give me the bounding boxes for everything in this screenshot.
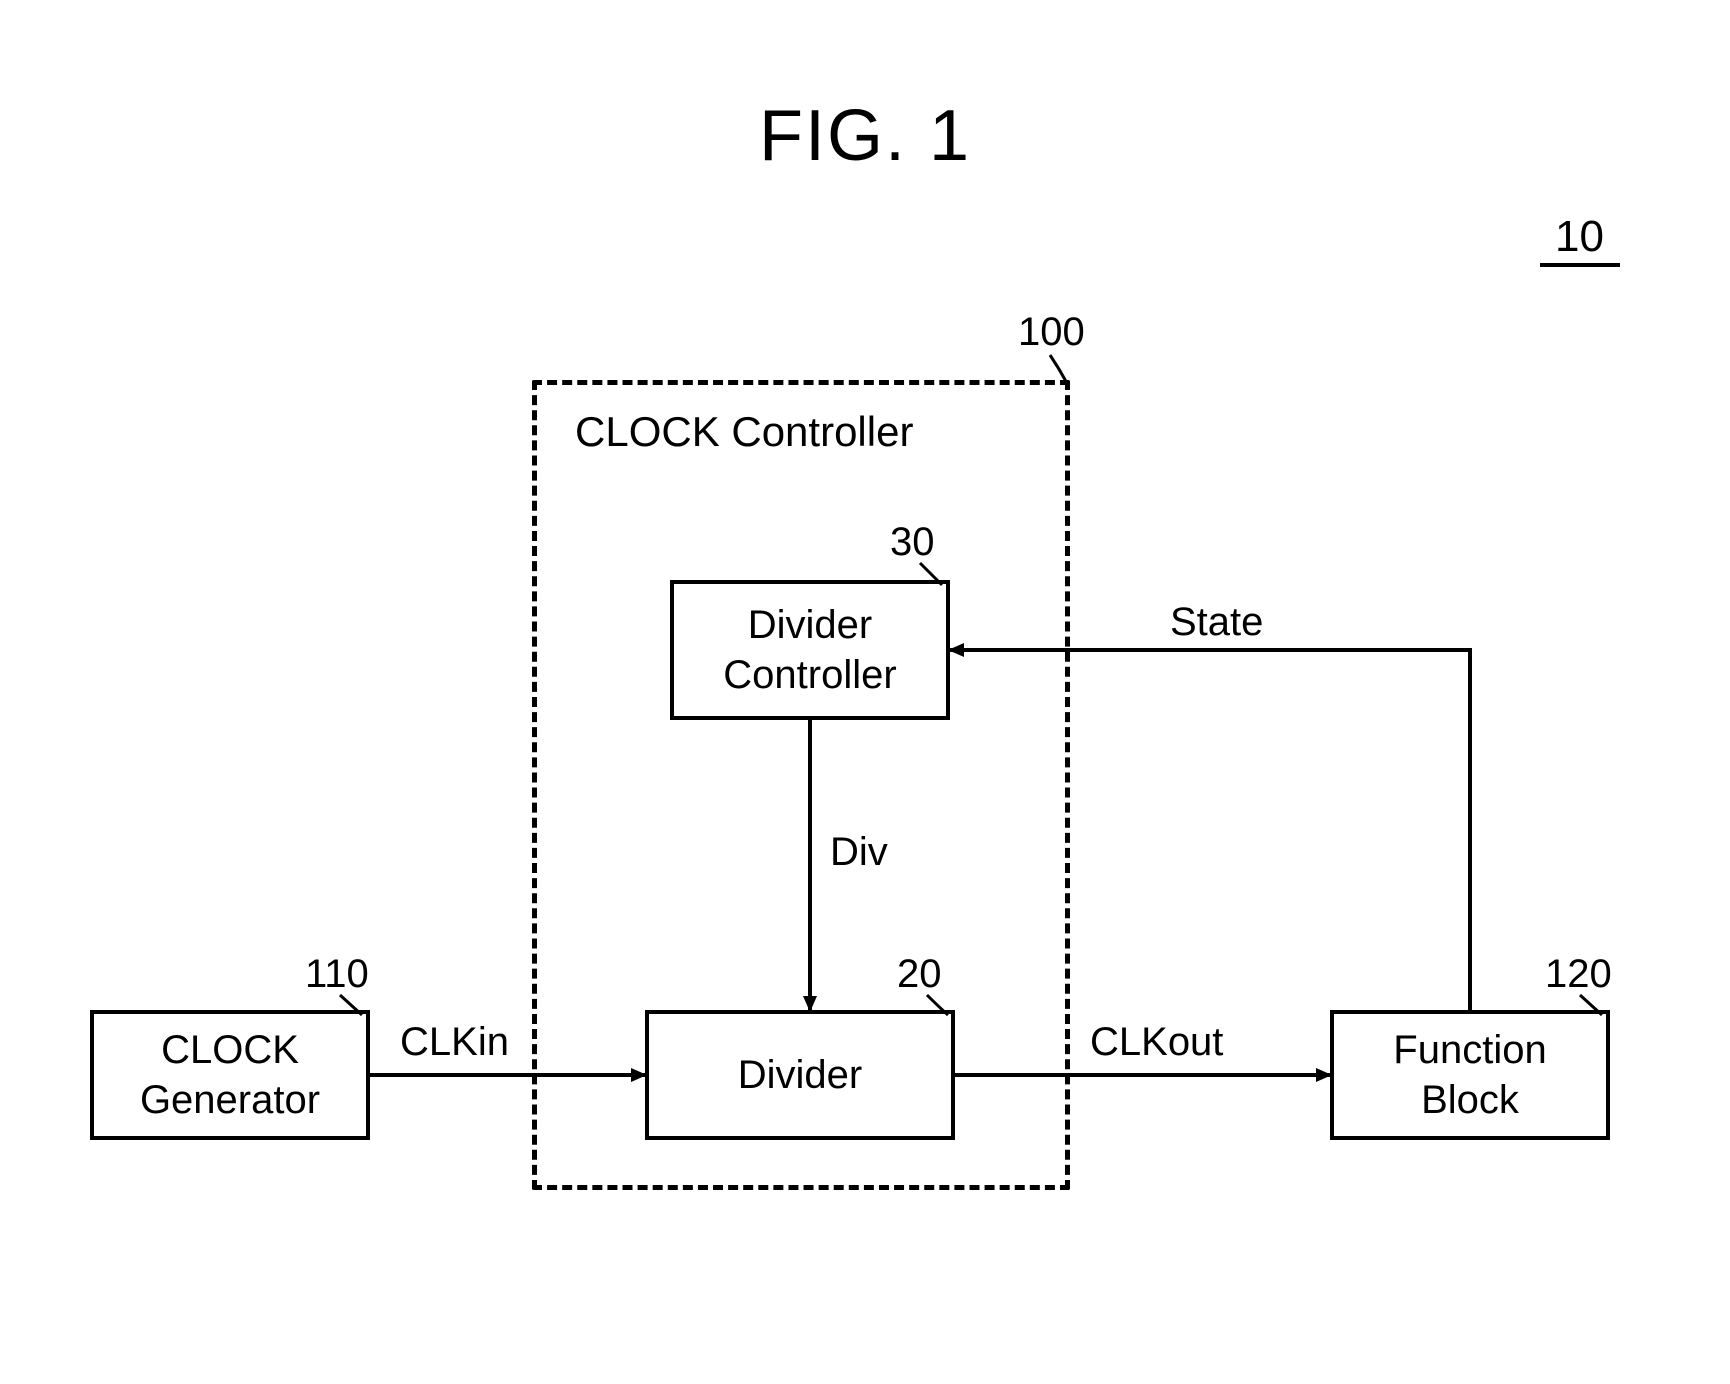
signal-div: Div — [830, 830, 888, 875]
clock-generator-line1: CLOCK — [140, 1025, 320, 1075]
divider-block: Divider — [645, 1010, 955, 1140]
figure-title: FIG. 1 — [0, 95, 1730, 177]
system-ref-number: 10 — [1555, 212, 1604, 262]
clock-generator-block: CLOCK Generator — [90, 1010, 370, 1140]
ref-30: 30 — [890, 520, 935, 565]
clock-controller-title: CLOCK Controller — [575, 408, 913, 456]
divider-text: Divider — [738, 1050, 862, 1100]
divider-controller-block: Divider Controller — [670, 580, 950, 720]
ref-100: 100 — [1018, 310, 1085, 355]
divider-controller-line2: Controller — [723, 650, 896, 700]
clock-generator-line2: Generator — [140, 1075, 320, 1125]
ref-120: 120 — [1545, 952, 1612, 997]
function-block-line2: Block — [1393, 1075, 1546, 1125]
signal-clkin: CLKin — [400, 1020, 509, 1065]
signal-clkout: CLKout — [1090, 1020, 1223, 1065]
ref-20: 20 — [897, 952, 942, 997]
ref-110: 110 — [305, 952, 369, 997]
divider-controller-line1: Divider — [723, 600, 896, 650]
function-block-line1: Function — [1393, 1025, 1546, 1075]
signal-state: State — [1170, 600, 1263, 645]
function-block: Function Block — [1330, 1010, 1610, 1140]
